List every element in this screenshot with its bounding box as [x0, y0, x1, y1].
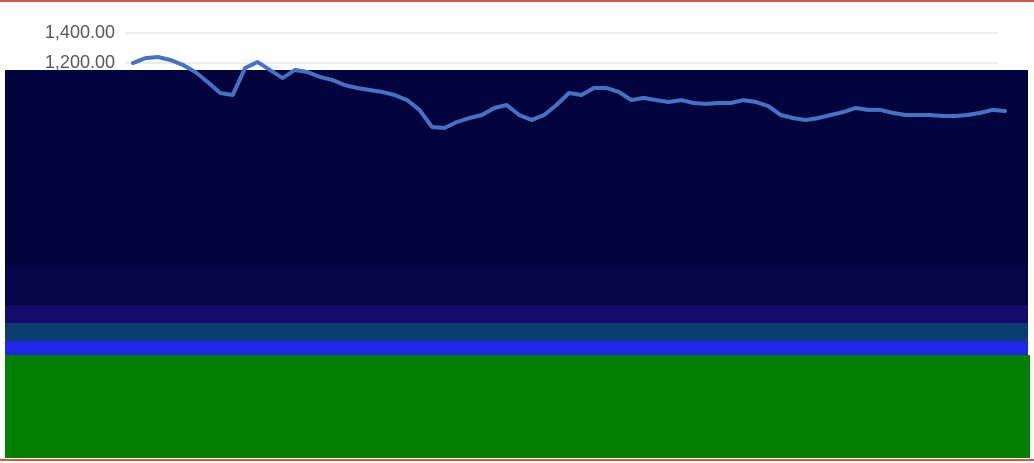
series-line: [131, 55, 1007, 130]
grid: 1,400.00 1,200.00: [45, 22, 998, 72]
artifact-block: [5, 70, 1028, 265]
artifact-block: [5, 265, 1028, 305]
artifact-block: [5, 355, 1030, 458]
artifact-block: [5, 305, 1028, 323]
artifact-block: [5, 341, 1028, 355]
y-tick-label: 1,400.00: [45, 22, 115, 42]
y-tick-label: 1,200.00: [45, 52, 115, 72]
artifact-block: [5, 323, 1028, 341]
